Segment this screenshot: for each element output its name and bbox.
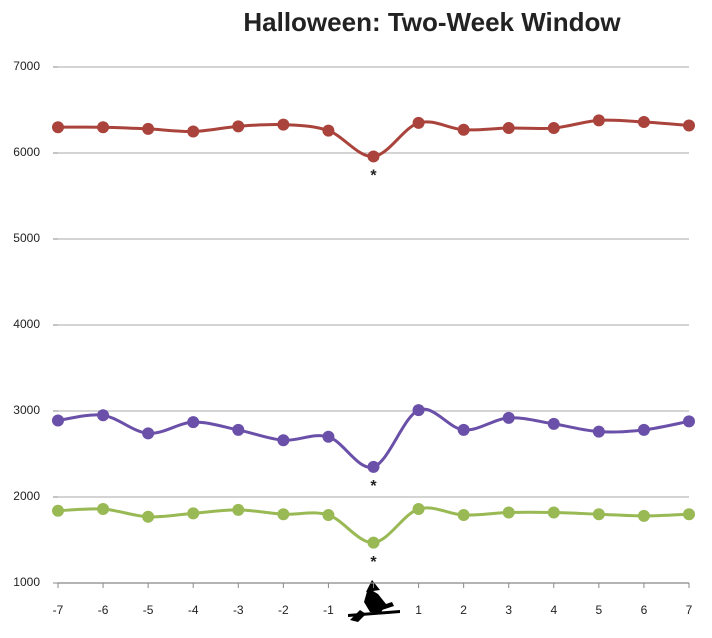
data-point <box>412 503 425 516</box>
y-tick-label: 4000 <box>13 317 40 331</box>
data-point <box>367 460 380 473</box>
data-point <box>637 423 650 436</box>
data-point <box>232 120 245 133</box>
data-point <box>97 409 110 422</box>
data-point <box>547 417 560 430</box>
y-tick-label: 5000 <box>13 231 40 245</box>
chart-title: Halloween: Two-Week Window <box>243 7 621 37</box>
y-tick-label: 2000 <box>13 489 40 503</box>
annotation: * <box>370 554 377 571</box>
x-tick-label: 5 <box>596 603 603 617</box>
data-point <box>142 122 155 135</box>
data-point <box>412 116 425 129</box>
data-point <box>52 504 64 517</box>
data-point <box>187 507 200 520</box>
x-tick-label: -7 <box>53 603 64 617</box>
data-point <box>502 411 515 424</box>
data-point <box>322 509 335 522</box>
x-tick-label: 4 <box>550 603 557 617</box>
data-point <box>277 508 290 521</box>
data-point <box>502 122 515 135</box>
x-tick-label: -4 <box>188 603 199 617</box>
data-point <box>547 122 560 135</box>
data-point <box>322 124 335 137</box>
data-point <box>142 510 155 523</box>
data-point <box>592 114 605 127</box>
data-point <box>683 119 695 132</box>
x-tick-label: 2 <box>460 603 467 617</box>
x-tick-label: -6 <box>98 603 109 617</box>
x-tick-label: -1 <box>323 603 334 617</box>
data-point <box>187 125 200 138</box>
x-tick-label: 3 <box>505 603 512 617</box>
y-tick-label: 7000 <box>13 59 40 73</box>
data-point <box>592 508 605 521</box>
data-point <box>547 506 560 519</box>
data-point <box>592 425 605 438</box>
data-point <box>637 116 650 129</box>
data-point <box>322 430 335 443</box>
x-tick-label: 6 <box>641 603 648 617</box>
data-point <box>412 404 425 417</box>
data-point <box>97 503 110 516</box>
data-point <box>142 427 155 440</box>
y-tick-label: 3000 <box>13 403 40 417</box>
data-point <box>232 503 245 516</box>
data-point <box>232 423 245 436</box>
data-point <box>367 150 380 163</box>
annotation: * <box>370 168 377 185</box>
y-tick-label: 1000 <box>13 575 40 589</box>
x-tick-label: -3 <box>233 603 244 617</box>
data-point <box>457 423 470 436</box>
x-tick-label: 1 <box>415 603 422 617</box>
data-point <box>187 416 200 429</box>
data-point <box>367 536 380 549</box>
data-point <box>97 121 110 134</box>
y-tick-label: 6000 <box>13 145 40 159</box>
data-point <box>683 415 695 428</box>
data-point <box>683 508 695 521</box>
x-tick-label: -5 <box>143 603 154 617</box>
data-point <box>52 414 64 427</box>
x-tick-label: -2 <box>278 603 289 617</box>
series-line <box>57 407 690 469</box>
data-point <box>457 509 470 522</box>
data-point <box>277 434 290 447</box>
data-point <box>52 121 64 134</box>
x-tick-label: 7 <box>686 603 693 617</box>
annotation: * <box>370 478 377 495</box>
data-point <box>502 506 515 519</box>
data-point <box>457 123 470 136</box>
data-point <box>277 118 290 131</box>
data-point <box>637 509 650 522</box>
